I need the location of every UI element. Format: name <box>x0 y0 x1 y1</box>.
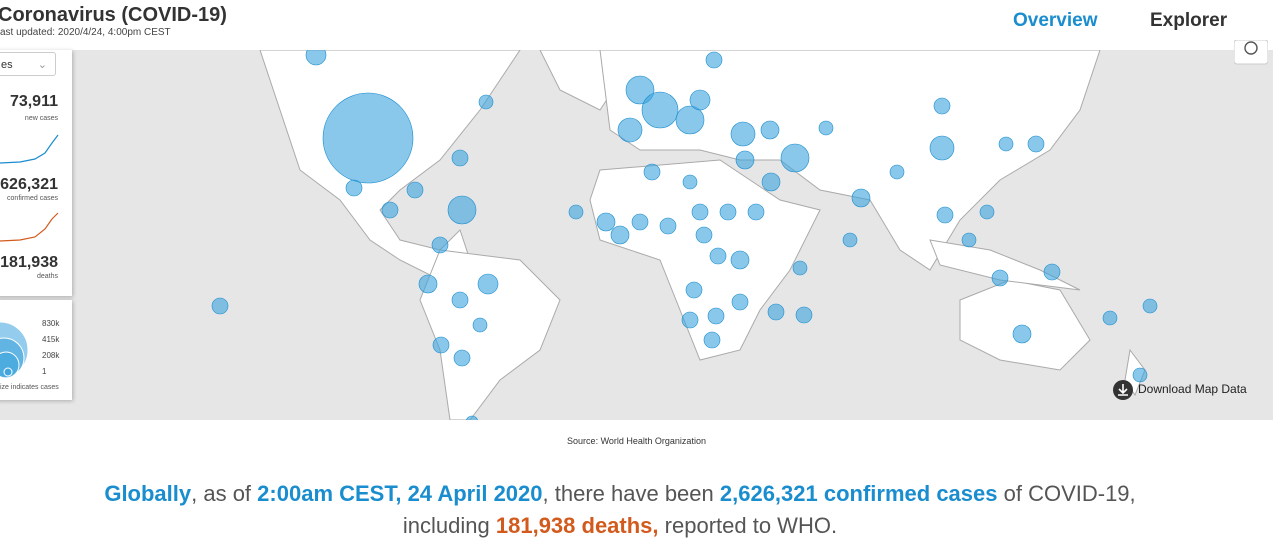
case-bubbles <box>211 50 1158 420</box>
summary-part: Globally <box>104 481 192 506</box>
new-cases-value: 73,911 <box>9 93 58 110</box>
summary-part: , as of <box>191 481 258 506</box>
new-cases-label: new cases <box>24 115 58 122</box>
legend-size: 830k <box>42 319 60 328</box>
metric-dropdown[interactable]: es ⌄ <box>0 52 56 76</box>
deaths-value: 181,938 <box>0 254 58 271</box>
confirmed-value: 2,626,321 <box>0 176 58 193</box>
confirmed-label: confirmed cases <box>7 195 58 202</box>
legend-caption: ize indicates cases <box>0 384 59 391</box>
legend-size: 208k <box>42 351 60 360</box>
globe-button[interactable] <box>1234 40 1268 66</box>
nav-explorer[interactable]: Explorer <box>1150 10 1228 31</box>
summary: Globally, as of 2:00am CEST, 24 April 20… <box>90 478 1150 542</box>
deaths-label: deaths <box>36 273 58 280</box>
legend-size: 415k <box>42 335 60 344</box>
legend-circles <box>0 321 29 379</box>
download-icon[interactable] <box>1112 379 1134 401</box>
summary-part: reported to WHO. <box>658 513 838 538</box>
source: Source: World Health Organization <box>567 436 706 446</box>
summary-part: 2,626,321 confirmed cases <box>719 481 998 506</box>
stats-panel <box>0 50 72 296</box>
last-updated: ast updated: 2020/4/24, 4:00pm CEST <box>0 27 171 38</box>
confirmed-sparkline <box>0 134 59 164</box>
nav-overview[interactable]: Overview <box>1013 10 1098 31</box>
sparklines <box>0 134 59 242</box>
deaths-sparkline <box>0 212 59 242</box>
summary-part: of COVID-19, including <box>402 481 1136 538</box>
dropdown-arrow: ⌄ <box>37 59 47 71</box>
map[interactable] <box>0 50 1273 420</box>
summary-part: 181,938 deaths, <box>495 513 659 538</box>
summary-part: 2:00am CEST, 24 April 2020 <box>257 481 543 506</box>
title: Coronavirus (COVID-19) <box>0 4 227 26</box>
summary-part: , there have been <box>542 481 720 506</box>
dropdown-value: es <box>1 59 13 71</box>
legend-size: 1 <box>42 367 47 376</box>
download-map-data[interactable]: Download Map Data <box>1138 382 1247 396</box>
